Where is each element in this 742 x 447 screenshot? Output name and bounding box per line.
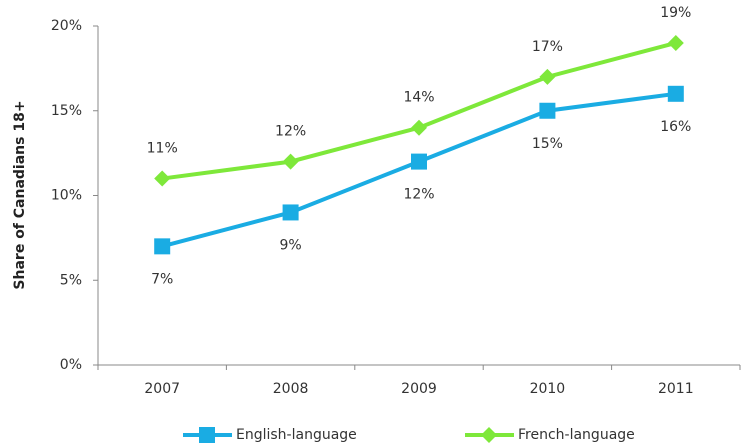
x-tick-label: 2009 [401,381,437,397]
data-label: 14% [403,90,434,106]
data-label: 16% [660,119,691,135]
data-point [411,153,427,170]
y-tick-label: 10% [51,188,82,204]
data-point [667,34,684,51]
y-tick-label: 20% [51,18,82,34]
data-label: 17% [532,39,563,55]
data-label: 9% [279,237,301,253]
data-label: 12% [403,187,434,203]
data-label: 11% [147,141,178,157]
data-point [411,119,427,136]
y-axis-title: Share of Canadians 18+ [12,100,28,289]
x-tick-label: 2011 [658,381,694,397]
data-label: 7% [151,271,173,287]
y-tick-label: 15% [51,103,82,119]
data-label: 12% [275,124,306,140]
data-point [154,170,171,187]
x-tick-label: 2007 [144,381,180,397]
x-tick-label: 2010 [530,381,566,397]
x-tick-label: 2008 [273,381,309,397]
legend-marker [481,427,497,443]
y-tick-label: 5% [60,272,82,288]
legend-label: English-language [236,427,357,443]
data-point [667,85,684,102]
data-point [539,68,556,85]
data-point [282,153,299,170]
data-label: 15% [532,136,563,152]
data-point [282,204,299,221]
legend-label: French-language [518,427,635,443]
legend-marker [199,427,215,443]
y-tick-label: 0% [60,357,82,373]
data-label: 19% [660,5,691,21]
data-point [539,102,556,119]
data-point [154,238,171,255]
